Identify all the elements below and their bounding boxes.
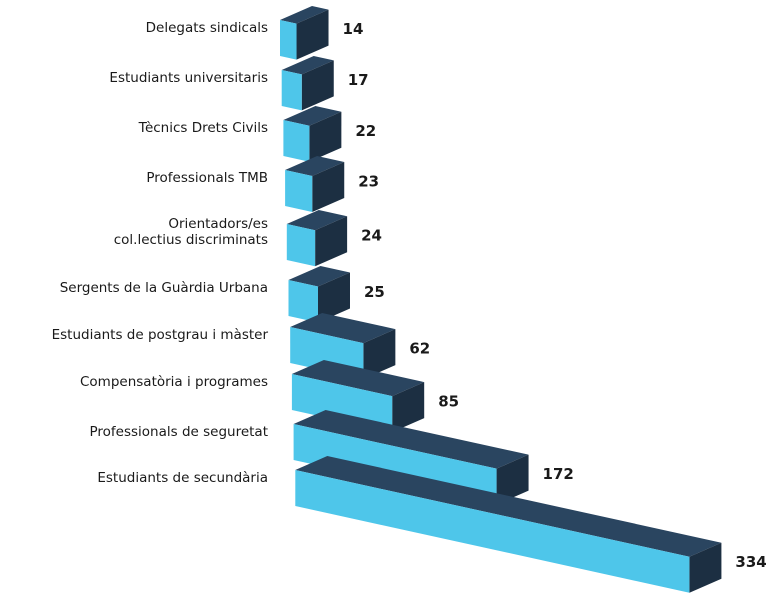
bar-top — [285, 156, 345, 176]
bar-side — [296, 9, 329, 60]
category-label: Estudiants de secundària — [97, 470, 268, 486]
bar — [280, 20, 297, 60]
value-label: 24 — [361, 227, 382, 245]
category-label: Compensatòria i programes — [80, 374, 268, 390]
bar-side — [312, 161, 345, 212]
bar-side — [689, 542, 722, 593]
category-label: Estudiants de postgrau i màster — [51, 327, 268, 343]
value-label: 172 — [543, 465, 574, 483]
bar — [281, 70, 302, 111]
bar-top — [280, 6, 329, 24]
category-label: Delegats sindicals — [145, 20, 268, 36]
bar — [283, 120, 310, 162]
value-label: 14 — [343, 20, 364, 38]
bar-top — [281, 56, 334, 75]
bar-top — [295, 456, 722, 557]
bar-top — [288, 266, 350, 287]
bar — [295, 470, 690, 593]
category-label: Estudiants universitaris — [109, 70, 268, 86]
bar-top — [283, 106, 342, 126]
bar-side — [315, 216, 348, 267]
bar-top — [291, 360, 425, 397]
value-label: 334 — [735, 553, 766, 571]
bar-side — [309, 111, 342, 162]
value-label: 22 — [355, 122, 376, 140]
category-label: Sergents de la Guàrdia Urbana — [59, 280, 268, 296]
bar-side — [496, 454, 529, 505]
bar-side — [318, 272, 350, 323]
value-label: 62 — [409, 340, 430, 358]
value-label: 17 — [348, 71, 369, 89]
category-label: Professionals de seguretat — [89, 424, 268, 440]
value-label: 23 — [358, 172, 379, 190]
bar-side — [363, 329, 396, 380]
bar-top — [293, 410, 529, 469]
bar — [291, 374, 393, 433]
bar — [288, 280, 318, 323]
category-label: Professionals TMB — [146, 170, 268, 186]
value-label: 85 — [438, 393, 459, 411]
category-label: Orientadors/es col.lectius discriminats — [113, 216, 268, 248]
bar-side — [392, 382, 425, 433]
category-label: Tècnics Drets Civils — [138, 120, 268, 136]
bar — [286, 224, 316, 267]
bar — [285, 170, 313, 212]
bar-top — [286, 210, 348, 231]
bar-top — [290, 313, 396, 344]
value-label: 25 — [364, 283, 385, 301]
bar-side — [301, 60, 334, 111]
